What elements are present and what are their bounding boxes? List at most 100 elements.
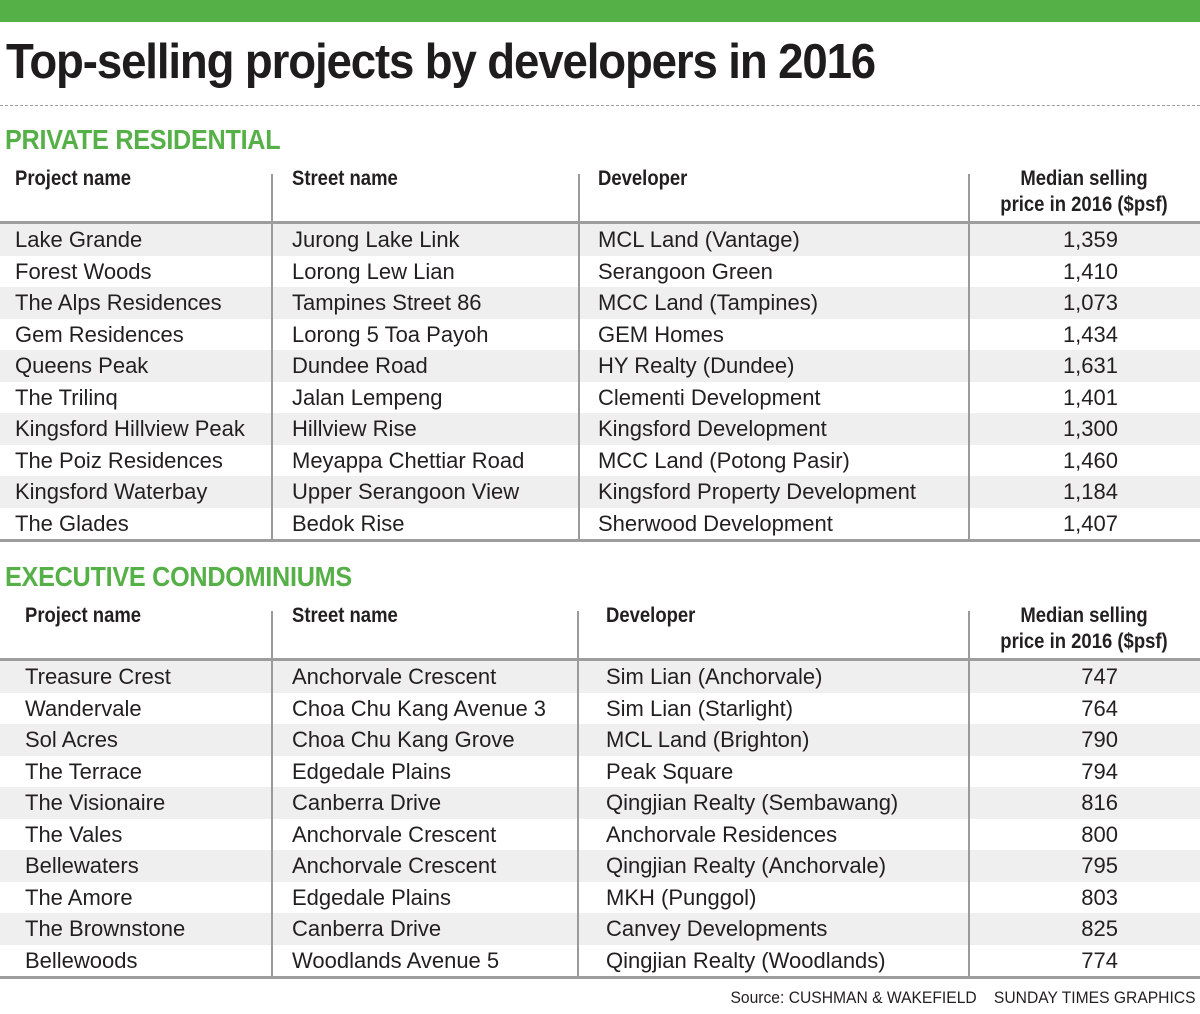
street-name-cell: Lorong 5 Toa Payoh (292, 321, 489, 347)
column-divider (271, 661, 273, 976)
header-median-price: Median selling price in 2016 ($psf) (982, 603, 1186, 655)
project-name-cell: The Terrace (25, 758, 142, 784)
table-row: The Vales Anchorvale Crescent Anchorvale R… (0, 818, 1200, 850)
median-price-cell: 825 (1081, 916, 1118, 941)
median-price-cell: 1,434 (1062, 321, 1118, 347)
table-row: The Brownstone Canberra Drive Canvey Devel… (0, 913, 1200, 945)
developer-cell: MCC Land (Tampines) (598, 290, 819, 315)
project-name-cell: Lake Grande (15, 227, 143, 252)
street-name-cell: Lorong Lew Lian (292, 258, 455, 284)
table-row: Bellewoods Woodlands Avenue 5 Qingjian Rea… (0, 944, 1200, 976)
street-name-cell: Meyappa Chettiar Road (292, 447, 525, 473)
street-name-cell: Bedok Rise (292, 510, 405, 536)
project-name-cell: Queens Peak (15, 353, 149, 378)
header-median-price-line2: price in 2016 ($psf) (1000, 193, 1168, 216)
developer-cell: Qingjian Realty (Woodlands) (606, 947, 886, 973)
median-price-cell: 803 (1081, 884, 1118, 910)
page-title: Top-selling projects by developers in 20… (6, 35, 876, 89)
table-row: The Alps Residences Tampines Street 86 MCC… (0, 287, 1200, 319)
table-row: The Visionaire Canberra Drive Qingjian Rea… (0, 787, 1200, 819)
developer-cell: Kingsford Development (598, 416, 827, 441)
top-accent-bar (0, 0, 1200, 22)
median-price-cell: 795 (1081, 853, 1118, 878)
developer-cell: MCL Land (Brighton) (606, 727, 810, 752)
street-name-cell: Anchorvale Crescent (292, 664, 497, 689)
developer-cell: MKH (Punggol) (606, 884, 757, 910)
developer-cell: Sherwood Development (598, 510, 833, 536)
dashed-divider (0, 105, 1200, 106)
table-header: Project name Street name Developer Media… (0, 603, 1200, 661)
header-developer: Developer (598, 167, 688, 190)
street-name-cell: Canberra Drive (292, 790, 442, 815)
median-price-cell: 800 (1081, 821, 1118, 847)
table-row: Lake Grande Jurong Lake Link MCL Land (Van… (0, 224, 1200, 256)
table-row: Sol Acres Choa Chu Kang Grove MCL Land (Br… (0, 724, 1200, 756)
column-divider (578, 174, 580, 221)
header-project-name: Project name (15, 167, 132, 190)
median-price-cell: 1,460 (1062, 447, 1118, 473)
header-median-price: Median selling price in 2016 ($psf) (982, 166, 1186, 218)
developer-cell: Sim Lian (Anchorvale) (606, 664, 823, 689)
table-row: The Trilinq Jalan Lempeng Clementi Develop… (0, 381, 1200, 413)
header-median-price-line1: Median selling (1020, 604, 1148, 627)
header-street-name: Street name (292, 167, 398, 190)
header-street-name: Street name (292, 604, 398, 627)
project-name-cell: Gem Residences (15, 321, 184, 347)
table-row: The Amore Edgedale Plains MKH (Punggol) 803 (0, 881, 1200, 913)
column-divider (271, 611, 273, 658)
developer-cell: Anchorvale Residences (606, 821, 838, 847)
project-name-cell: The Trilinq (15, 384, 118, 410)
column-divider (577, 611, 579, 658)
table-row: Queens Peak Dundee Road HY Realty (Dundee)… (0, 350, 1200, 382)
developer-cell: Peak Square (606, 758, 734, 784)
median-price-cell: 747 (1081, 664, 1118, 689)
executive-condominiums-table: Project name Street name Developer Media… (0, 603, 1200, 979)
project-name-cell: Kingsford Hillview Peak (15, 416, 245, 441)
developer-cell: GEM Homes (598, 321, 724, 347)
street-name-cell: Hillview Rise (292, 416, 417, 441)
table-row: The Poiz Residences Meyappa Chettiar Road… (0, 444, 1200, 476)
table-row: The Glades Bedok Rise Sherwood Development… (0, 507, 1200, 539)
project-name-cell: Treasure Crest (25, 664, 171, 689)
table-row: Kingsford Hillview Peak Hillview Rise King… (0, 413, 1200, 445)
developer-cell: MCC Land (Potong Pasir) (598, 447, 850, 473)
project-name-cell: The Visionaire (25, 790, 166, 815)
project-name-cell: Bellewaters (25, 853, 139, 878)
project-name-cell: Sol Acres (25, 727, 118, 752)
table-body: Treasure Crest Anchorvale Crescent Sim Lia… (0, 661, 1200, 979)
graphics-credit: SUNDAY TIMES GRAPHICS (994, 988, 1196, 1007)
table-body: Lake Grande Jurong Lake Link MCL Land (Van… (0, 224, 1200, 542)
column-divider (271, 224, 273, 539)
project-name-cell: Kingsford Waterbay (15, 479, 208, 504)
street-name-cell: Woodlands Avenue 5 (292, 947, 500, 973)
column-divider (271, 174, 273, 221)
table-header: Project name Street name Developer Media… (0, 166, 1200, 224)
median-price-cell: 790 (1081, 727, 1118, 752)
street-name-cell: Jurong Lake Link (292, 227, 460, 252)
street-name-cell: Anchorvale Crescent (292, 821, 497, 847)
project-name-cell: The Alps Residences (15, 290, 222, 315)
median-price-cell: 774 (1081, 947, 1118, 973)
project-name-cell: The Amore (25, 884, 133, 910)
developer-cell: Qingjian Realty (Sembawang) (606, 790, 899, 815)
table-row: Treasure Crest Anchorvale Crescent Sim Lia… (0, 661, 1200, 693)
median-price-cell: 1,359 (1062, 227, 1118, 252)
source-footer: Source: CUSHMAN & WAKEFIELD SUNDAY TIMES… (731, 988, 1196, 1008)
header-project-name: Project name (25, 604, 142, 627)
table-row: Kingsford Waterbay Upper Serangoon View Ki… (0, 476, 1200, 508)
developer-cell: MCL Land (Vantage) (598, 227, 800, 252)
street-name-cell: Dundee Road (292, 353, 428, 378)
column-divider (968, 611, 970, 658)
street-name-cell: Choa Chu Kang Avenue 3 (292, 695, 547, 721)
column-divider (577, 661, 579, 976)
header-developer: Developer (606, 604, 696, 627)
column-divider (968, 661, 970, 976)
section-title-private-residential: PRIVATE RESIDENTIAL (5, 124, 281, 155)
street-name-cell: Jalan Lempeng (292, 384, 443, 410)
project-name-cell: Wandervale (25, 695, 142, 721)
developer-cell: Clementi Development (598, 384, 821, 410)
median-price-cell: 1,184 (1062, 479, 1118, 504)
median-price-cell: 816 (1081, 790, 1118, 815)
project-name-cell: The Vales (25, 821, 123, 847)
table-row: Gem Residences Lorong 5 Toa Payoh GEM Home… (0, 318, 1200, 350)
